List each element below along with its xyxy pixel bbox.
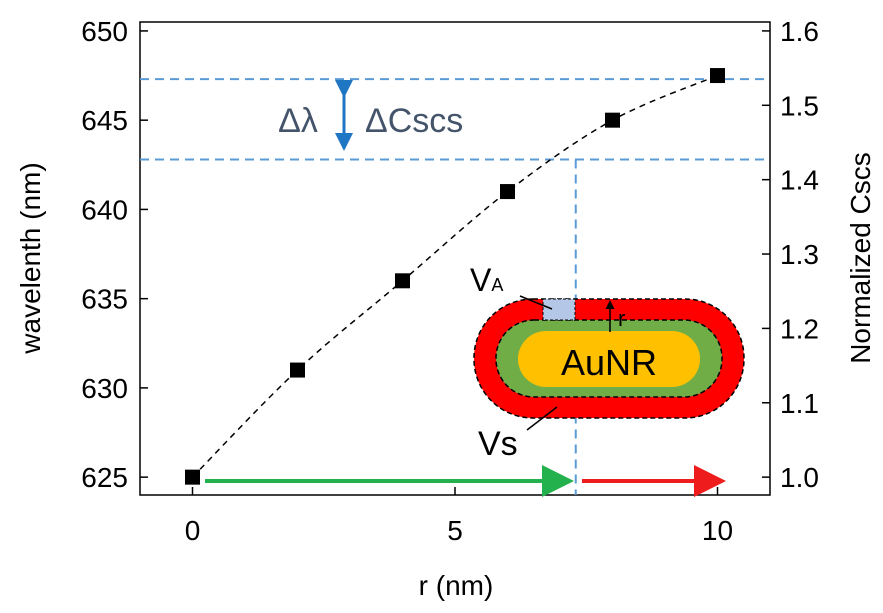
va-region (543, 299, 575, 320)
y2-tick-label: 1.4 (780, 165, 819, 196)
y2-axis-label: Normalized Cscs (845, 152, 876, 364)
y2-tick-label: 1.2 (780, 313, 819, 344)
y-tick-label: 640 (81, 194, 128, 225)
y2-tick-label: 1.6 (780, 16, 819, 47)
r-label: r (618, 306, 625, 331)
va-main: V (470, 262, 492, 298)
x-tick-label: 10 (702, 515, 733, 546)
y-tick-label: 650 (81, 16, 128, 47)
chart: Δλ ΔCscs AuNR r VA Vs r (nm) wavelenth (… (0, 0, 883, 608)
delta-cscs: ΔCscs (365, 102, 463, 140)
vs-label: Vs (478, 425, 518, 463)
data-point (290, 363, 305, 378)
va-label: VA (470, 262, 503, 298)
data-point (605, 113, 620, 128)
y-tick-label: 625 (81, 462, 128, 493)
x-tick-label: 0 (185, 515, 201, 546)
y2-tick-label: 1.1 (780, 388, 819, 419)
y2-tick-label: 1.0 (780, 462, 819, 493)
y-tick-label: 645 (81, 105, 128, 136)
x-tick-label: 5 (447, 515, 463, 546)
delta-lambda: Δλ (278, 102, 318, 140)
x-axis-label: r (nm) (419, 570, 494, 601)
y2-tick-label: 1.3 (780, 239, 819, 270)
aunr-label: AuNR (561, 342, 657, 383)
data-point (395, 273, 410, 288)
data-point (500, 184, 515, 199)
y-axis-label: wavelenth (nm) (15, 162, 46, 354)
annotations: Δλ ΔCscs AuNR r VA Vs (205, 92, 744, 481)
y2-tick-label: 1.5 (780, 90, 819, 121)
data-point (185, 470, 200, 485)
data-point (710, 68, 725, 83)
plot-frame (140, 22, 770, 495)
va-sub: A (491, 275, 503, 295)
y-tick-label: 635 (81, 284, 128, 315)
y-tick-label: 630 (81, 373, 128, 404)
